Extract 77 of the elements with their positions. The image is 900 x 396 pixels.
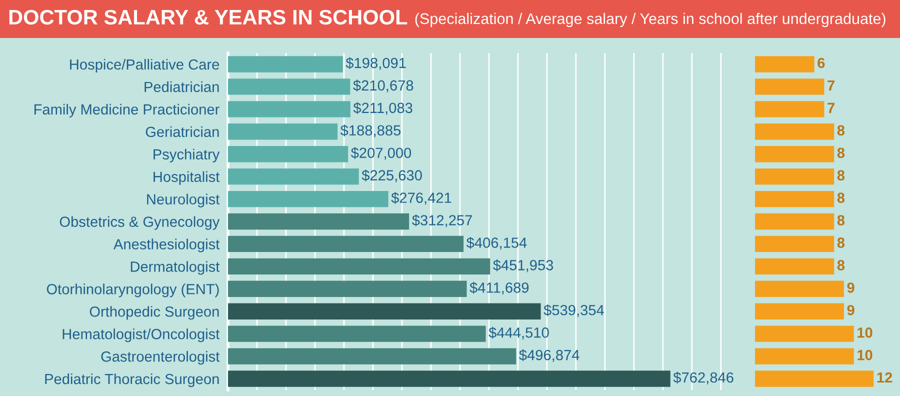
bar: [228, 78, 350, 95]
bar: [228, 348, 516, 364]
bar: [755, 168, 834, 185]
data-label: 8: [837, 170, 845, 180]
chart-title: DOCTOR SALARY & YEARS IN SCHOOL: [9, 10, 408, 25]
data-label: 8: [837, 260, 845, 270]
bar: [755, 78, 824, 95]
bar: [755, 56, 814, 72]
bar: [755, 146, 834, 162]
bar: [228, 280, 467, 297]
y-tick-label: Pediatric Thoracic Surgeon: [45, 373, 219, 388]
data-label: 9: [847, 304, 854, 316]
data-label: 7: [828, 102, 834, 113]
bar: [755, 303, 844, 320]
y-tick-label: Neurologist: [147, 194, 220, 208]
y-tick-label: Hospice/Palliative Care: [70, 58, 220, 73]
data-label: $225,630: [362, 170, 422, 182]
data-label: 10: [858, 350, 872, 360]
bar: [755, 213, 834, 230]
data-label: 8: [837, 215, 845, 226]
bar: [755, 370, 874, 387]
bar: [228, 236, 464, 252]
bar: [755, 190, 834, 208]
y-tick-label: Dermatologist: [130, 261, 220, 275]
data-label: $207,000: [350, 147, 412, 160]
data-label: $406,154: [466, 236, 527, 250]
data-label: 8: [837, 238, 845, 248]
data-label: $276,421: [391, 192, 452, 205]
data-label: 12: [877, 372, 892, 383]
data-label: $211,083: [353, 102, 412, 115]
data-label: $451,953: [493, 259, 554, 272]
bar: [228, 101, 350, 118]
data-label: 6: [818, 58, 825, 68]
data-label: $444,510: [488, 326, 549, 340]
data-label: 8: [837, 125, 845, 136]
y-tick-label: Geriatrician: [146, 126, 219, 138]
data-label: 7: [828, 80, 834, 90]
bar: [228, 370, 670, 387]
data-label: 8: [837, 148, 845, 158]
data-label: $496,874: [519, 349, 580, 362]
bar: [228, 190, 388, 208]
bar: [755, 280, 844, 297]
bar: [755, 124, 834, 140]
bar: [228, 213, 410, 230]
bar: [228, 303, 541, 320]
y-tick-label: Hematologist/Oncologist: [62, 328, 220, 342]
data-label: 10: [858, 327, 872, 338]
bar: [228, 326, 486, 342]
bar: [228, 258, 490, 275]
chart-subtitle: (Specialization / Average salary / Years in school after undergraduate): [415, 12, 886, 28]
data-label: $198,091: [346, 57, 406, 70]
y-tick-label: Otorhinolaryngology (ENT): [46, 284, 219, 298]
data-label: $411,689: [470, 282, 529, 295]
y-tick-label: Pediatrician: [144, 81, 219, 92]
y-tick-label: Anesthesiologist: [114, 238, 220, 252]
y-tick-label: Family Medicine Practicioner: [34, 104, 220, 118]
bar: [755, 236, 834, 252]
data-label: 8: [837, 192, 845, 203]
data-label: $210,678: [353, 80, 414, 92]
bar: [228, 124, 338, 140]
bar: [228, 146, 348, 162]
y-tick-label: Obstetrics & Gynecology: [60, 216, 220, 230]
y-tick-label: Hospitalist: [154, 171, 220, 185]
y-tick-label: Orthopedic Surgeon: [90, 306, 219, 320]
bar: [228, 56, 343, 72]
bar: [755, 258, 834, 275]
data-label: 9: [847, 282, 854, 293]
data-label: $312,257: [412, 214, 472, 228]
data-label: $188,885: [340, 124, 401, 138]
y-tick-label: Psychiatry: [154, 148, 220, 162]
bar: [755, 326, 854, 342]
bar: [755, 101, 824, 118]
data-label: $762,846: [673, 372, 734, 384]
data-label: $539,354: [544, 304, 604, 318]
bar: [755, 348, 854, 364]
bar: [228, 168, 359, 185]
y-tick-label: Gastroenterologist: [101, 351, 220, 365]
